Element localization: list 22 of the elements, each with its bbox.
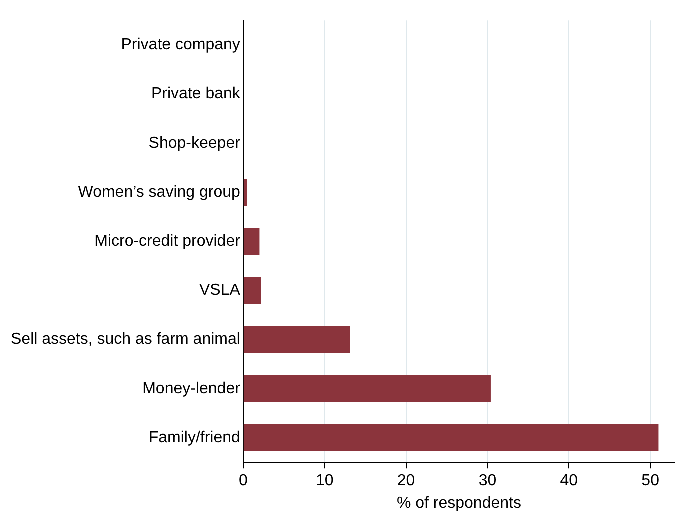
y-tick-label: Shop-keeper [148,134,242,152]
y-tick-label: Micro-credit provider [94,233,242,250]
y-tick-label: Family/friend [148,429,240,446]
y-tick-label: VSLA [200,282,241,300]
x-tick-label: 30 [478,472,497,490]
bar [244,178,248,206]
bar [244,277,262,304]
x-tick-label: 50 [642,472,660,490]
x-tick-label: 10 [316,472,334,490]
y-tick-label: Private bank [151,86,242,103]
bar [244,424,659,452]
x-tick-label: 40 [560,472,578,490]
y-tick-label: Money-lender [142,380,242,398]
bar [244,326,350,354]
y-tick-label: Sell assets, such as farm animal [11,331,240,348]
x-tick-label: 0 [238,472,248,490]
bar [244,375,491,402]
bar [244,228,260,256]
x-axis-title: % of respondents [396,494,522,512]
y-tick-label: Women’s saving group [78,184,241,201]
y-tick-label: Private company [121,36,240,54]
x-tick-label: 20 [397,472,416,490]
